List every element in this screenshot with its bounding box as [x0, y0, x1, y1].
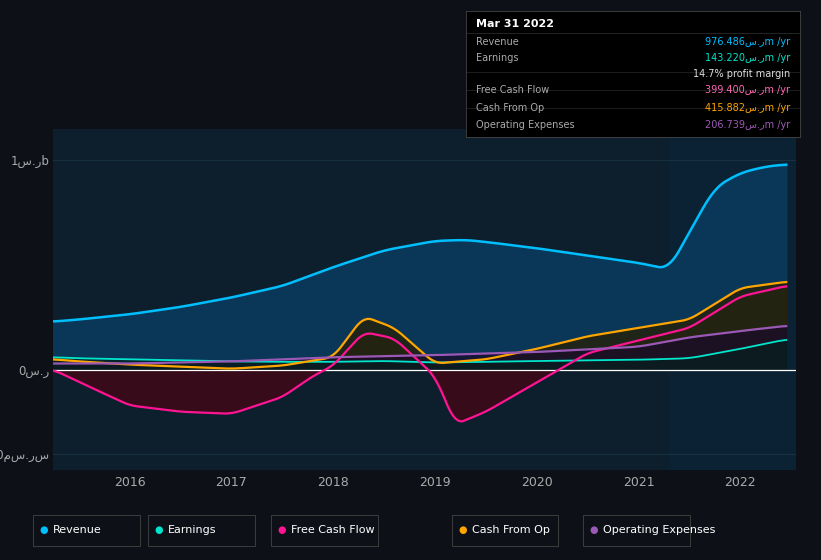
Text: ●: ●	[39, 525, 48, 535]
Text: Cash From Op: Cash From Op	[475, 102, 544, 113]
Text: Operating Expenses: Operating Expenses	[475, 120, 574, 130]
Text: 143.220س.رm /yr: 143.220س.رm /yr	[705, 53, 791, 63]
Text: ●: ●	[458, 525, 466, 535]
Text: ●: ●	[277, 525, 286, 535]
Text: ●: ●	[589, 525, 598, 535]
Text: 399.400س.رm /yr: 399.400س.رm /yr	[705, 85, 791, 95]
Text: Cash From Op: Cash From Op	[472, 525, 550, 535]
Text: 415.882س.رm /yr: 415.882س.رm /yr	[705, 102, 791, 113]
Text: Revenue: Revenue	[475, 37, 518, 47]
Text: Earnings: Earnings	[475, 53, 518, 63]
Text: Revenue: Revenue	[53, 525, 102, 535]
Text: 976.486س.رm /yr: 976.486س.رm /yr	[705, 37, 791, 47]
Bar	[669, 129, 796, 470]
Text: 14.7% profit margin: 14.7% profit margin	[693, 68, 791, 78]
Text: Free Cash Flow: Free Cash Flow	[475, 85, 548, 95]
Text: Operating Expenses: Operating Expenses	[603, 525, 716, 535]
Text: Earnings: Earnings	[168, 525, 217, 535]
Text: Free Cash Flow: Free Cash Flow	[291, 525, 375, 535]
Text: 206.739س.رm /yr: 206.739س.رm /yr	[705, 120, 791, 130]
Text: ●: ●	[154, 525, 163, 535]
Text: Mar 31 2022: Mar 31 2022	[475, 20, 553, 30]
